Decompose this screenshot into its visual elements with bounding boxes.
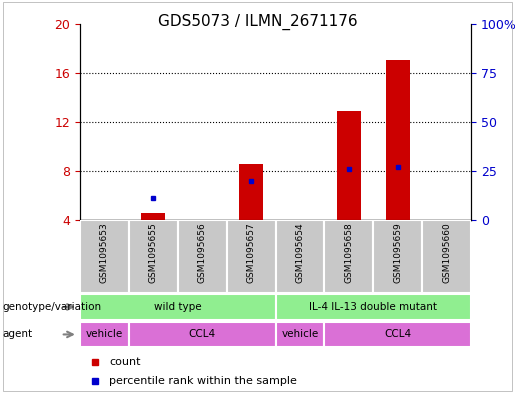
Bar xyxy=(276,220,324,293)
Bar xyxy=(178,220,227,293)
Text: GSM1095657: GSM1095657 xyxy=(247,222,255,283)
Text: CCL4: CCL4 xyxy=(188,329,216,340)
Text: agent: agent xyxy=(3,329,32,340)
Text: GSM1095656: GSM1095656 xyxy=(198,222,207,283)
Bar xyxy=(324,220,373,293)
Text: GSM1095653: GSM1095653 xyxy=(100,222,109,283)
Bar xyxy=(422,220,471,293)
Bar xyxy=(80,294,276,320)
Text: GSM1095655: GSM1095655 xyxy=(149,222,158,283)
Bar xyxy=(129,220,178,293)
Bar xyxy=(80,220,129,293)
Text: percentile rank within the sample: percentile rank within the sample xyxy=(109,376,297,386)
Bar xyxy=(227,220,276,293)
Text: GSM1095660: GSM1095660 xyxy=(442,222,451,283)
Bar xyxy=(80,321,129,347)
Text: GSM1095658: GSM1095658 xyxy=(345,222,353,283)
Text: GSM1095659: GSM1095659 xyxy=(393,222,402,283)
Bar xyxy=(373,220,422,293)
Bar xyxy=(386,61,410,220)
Text: genotype/variation: genotype/variation xyxy=(3,302,101,312)
Text: GSM1095654: GSM1095654 xyxy=(296,222,304,283)
Text: IL-4 IL-13 double mutant: IL-4 IL-13 double mutant xyxy=(310,302,437,312)
Text: count: count xyxy=(109,357,141,367)
Bar xyxy=(276,294,471,320)
Text: CCL4: CCL4 xyxy=(384,329,411,340)
Bar xyxy=(239,163,263,220)
Bar xyxy=(276,321,324,347)
Bar xyxy=(337,111,361,220)
Text: vehicle: vehicle xyxy=(85,329,123,340)
Bar xyxy=(129,321,276,347)
Bar xyxy=(324,321,471,347)
Text: wild type: wild type xyxy=(154,302,201,312)
Text: GDS5073 / ILMN_2671176: GDS5073 / ILMN_2671176 xyxy=(158,14,357,30)
Text: vehicle: vehicle xyxy=(281,329,319,340)
Bar xyxy=(141,213,165,220)
